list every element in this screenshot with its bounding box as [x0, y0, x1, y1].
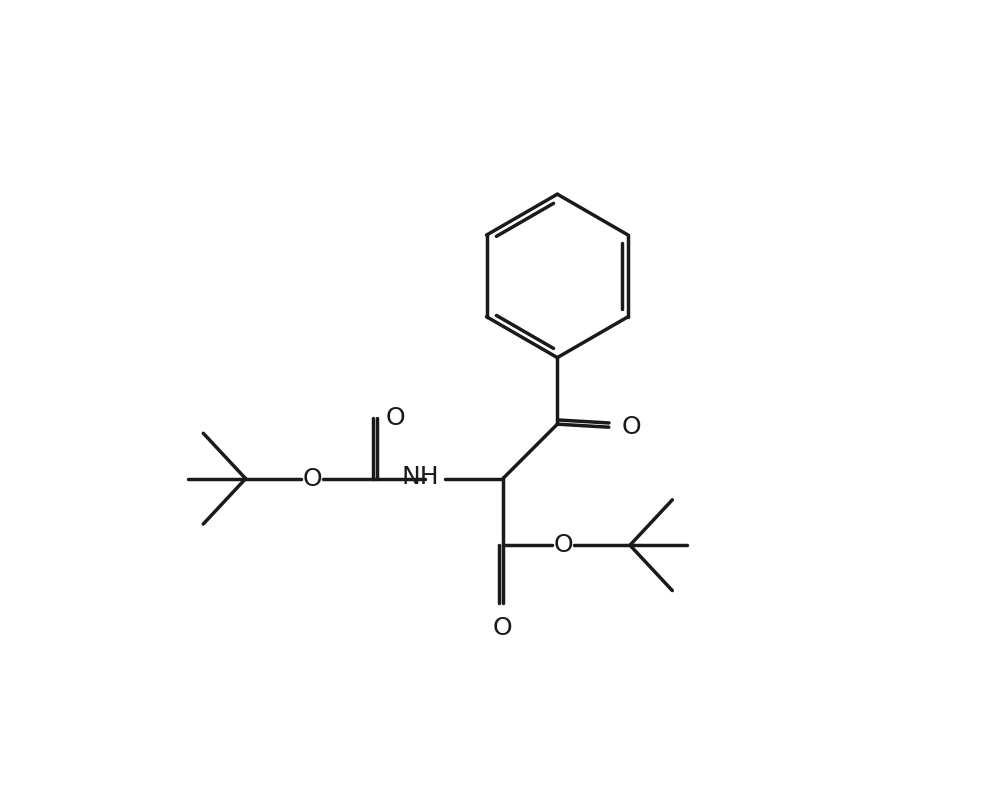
Text: NH: NH [402, 465, 439, 490]
Text: O: O [553, 533, 573, 557]
Text: O: O [386, 406, 406, 430]
Text: O: O [303, 467, 322, 490]
Text: O: O [622, 415, 641, 439]
Text: O: O [494, 616, 512, 640]
